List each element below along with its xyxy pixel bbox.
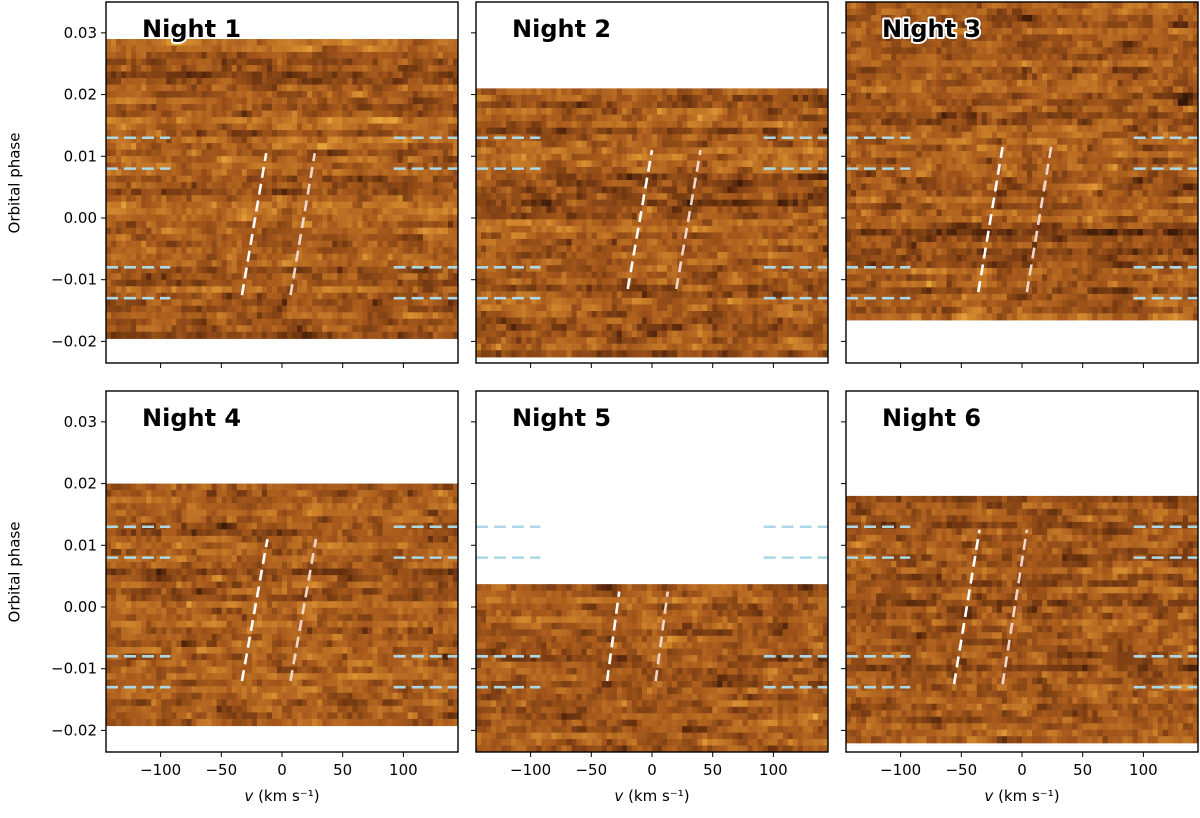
y-tick-label: 0.02: [64, 86, 97, 104]
panel-night-5: −100 −50 0 50 100 v (km s⁻¹) Night 5: [471, 390, 829, 805]
planet-trail-right: [289, 152, 317, 296]
x-tick-label: 50: [333, 761, 352, 779]
panel-title: Night 4: [142, 404, 241, 432]
panel-night-4: −100 −50 0 50 100 0.03 0.02 0.01 0.00 −0.01 −0.02 v…: [51, 390, 459, 805]
planet-trail-left: [240, 538, 269, 682]
y-tick-label: 0.00: [64, 598, 97, 616]
x-tick-label: −100: [140, 761, 181, 779]
y-tick-label: 0.02: [64, 475, 97, 493]
planet-trail-left: [952, 529, 981, 685]
y-tick-label: −0.01: [51, 271, 97, 289]
x-tick-label: 100: [1129, 761, 1158, 779]
planet-trail-left: [977, 146, 1004, 293]
heatmap: [106, 483, 458, 727]
x-axis-label: v (km s⁻¹): [244, 787, 319, 805]
x-axis-label: v (km s⁻¹): [984, 787, 1059, 805]
x-tick-label: 0: [277, 761, 287, 779]
heatmap: [846, 2, 1198, 321]
y-tick-label: 0.03: [64, 413, 97, 431]
x-tick-label: −50: [945, 761, 977, 779]
panels: 0.03 0.02 0.01 0.00 −0.01 −0.02 Night 1 Night 2…: [51, 1, 1199, 805]
panel-night-3: Night 3: [841, 1, 1199, 368]
y-tick-label: 0.00: [64, 209, 97, 227]
x-axis-label: v (km s⁻¹): [614, 787, 689, 805]
heatmap: [106, 39, 458, 339]
panel-title: Night 6: [882, 404, 981, 432]
y-tick-label: 0.01: [64, 147, 97, 165]
y-tick-label: −0.01: [51, 660, 97, 678]
x-tick-label: −100: [510, 761, 551, 779]
panel-title: Night 3: [882, 15, 981, 43]
panel-title: Night 2: [512, 15, 611, 43]
planet-trail-right: [1001, 529, 1029, 685]
x-tick-label: 50: [703, 761, 722, 779]
planet-trail-left: [605, 591, 621, 682]
panel-night-2: Night 2: [471, 1, 829, 368]
heatmap: [846, 495, 1198, 744]
planet-trail-right: [674, 149, 702, 290]
planet-trail-left: [240, 152, 268, 296]
planet-trail-right: [1025, 146, 1053, 293]
x-tick-label: 0: [647, 761, 657, 779]
x-tick-label: −50: [575, 761, 607, 779]
planet-trail-left: [626, 149, 654, 290]
y-tick-label: 0.03: [64, 24, 97, 42]
panel-title: Night 1: [142, 15, 241, 43]
panel-title: Night 5: [512, 404, 611, 432]
x-tick-label: −50: [205, 761, 237, 779]
y-axis-label-row-1: Orbital phase: [6, 133, 24, 234]
panel-night-1: 0.03 0.02 0.01 0.00 −0.01 −0.02 Night 1: [51, 1, 459, 368]
x-tick-label: −100: [880, 761, 921, 779]
heatmap: [476, 88, 828, 358]
y-tick-label: −0.02: [51, 721, 97, 739]
x-tick-label: 100: [759, 761, 788, 779]
y-tick-label: 0.01: [64, 536, 97, 554]
x-tick-label: 0: [1017, 761, 1027, 779]
y-tick-label: −0.02: [51, 332, 97, 350]
panel-night-6: −100 −50 0 50 100 v (km s⁻¹) Night 6: [841, 390, 1199, 805]
planet-trail-right: [654, 591, 670, 682]
planet-trail-right: [289, 538, 318, 682]
y-axis-label-row-2: Orbital phase: [6, 522, 24, 623]
x-tick-label: 100: [389, 761, 418, 779]
x-tick-label: 50: [1073, 761, 1092, 779]
heatmap: [476, 584, 828, 752]
